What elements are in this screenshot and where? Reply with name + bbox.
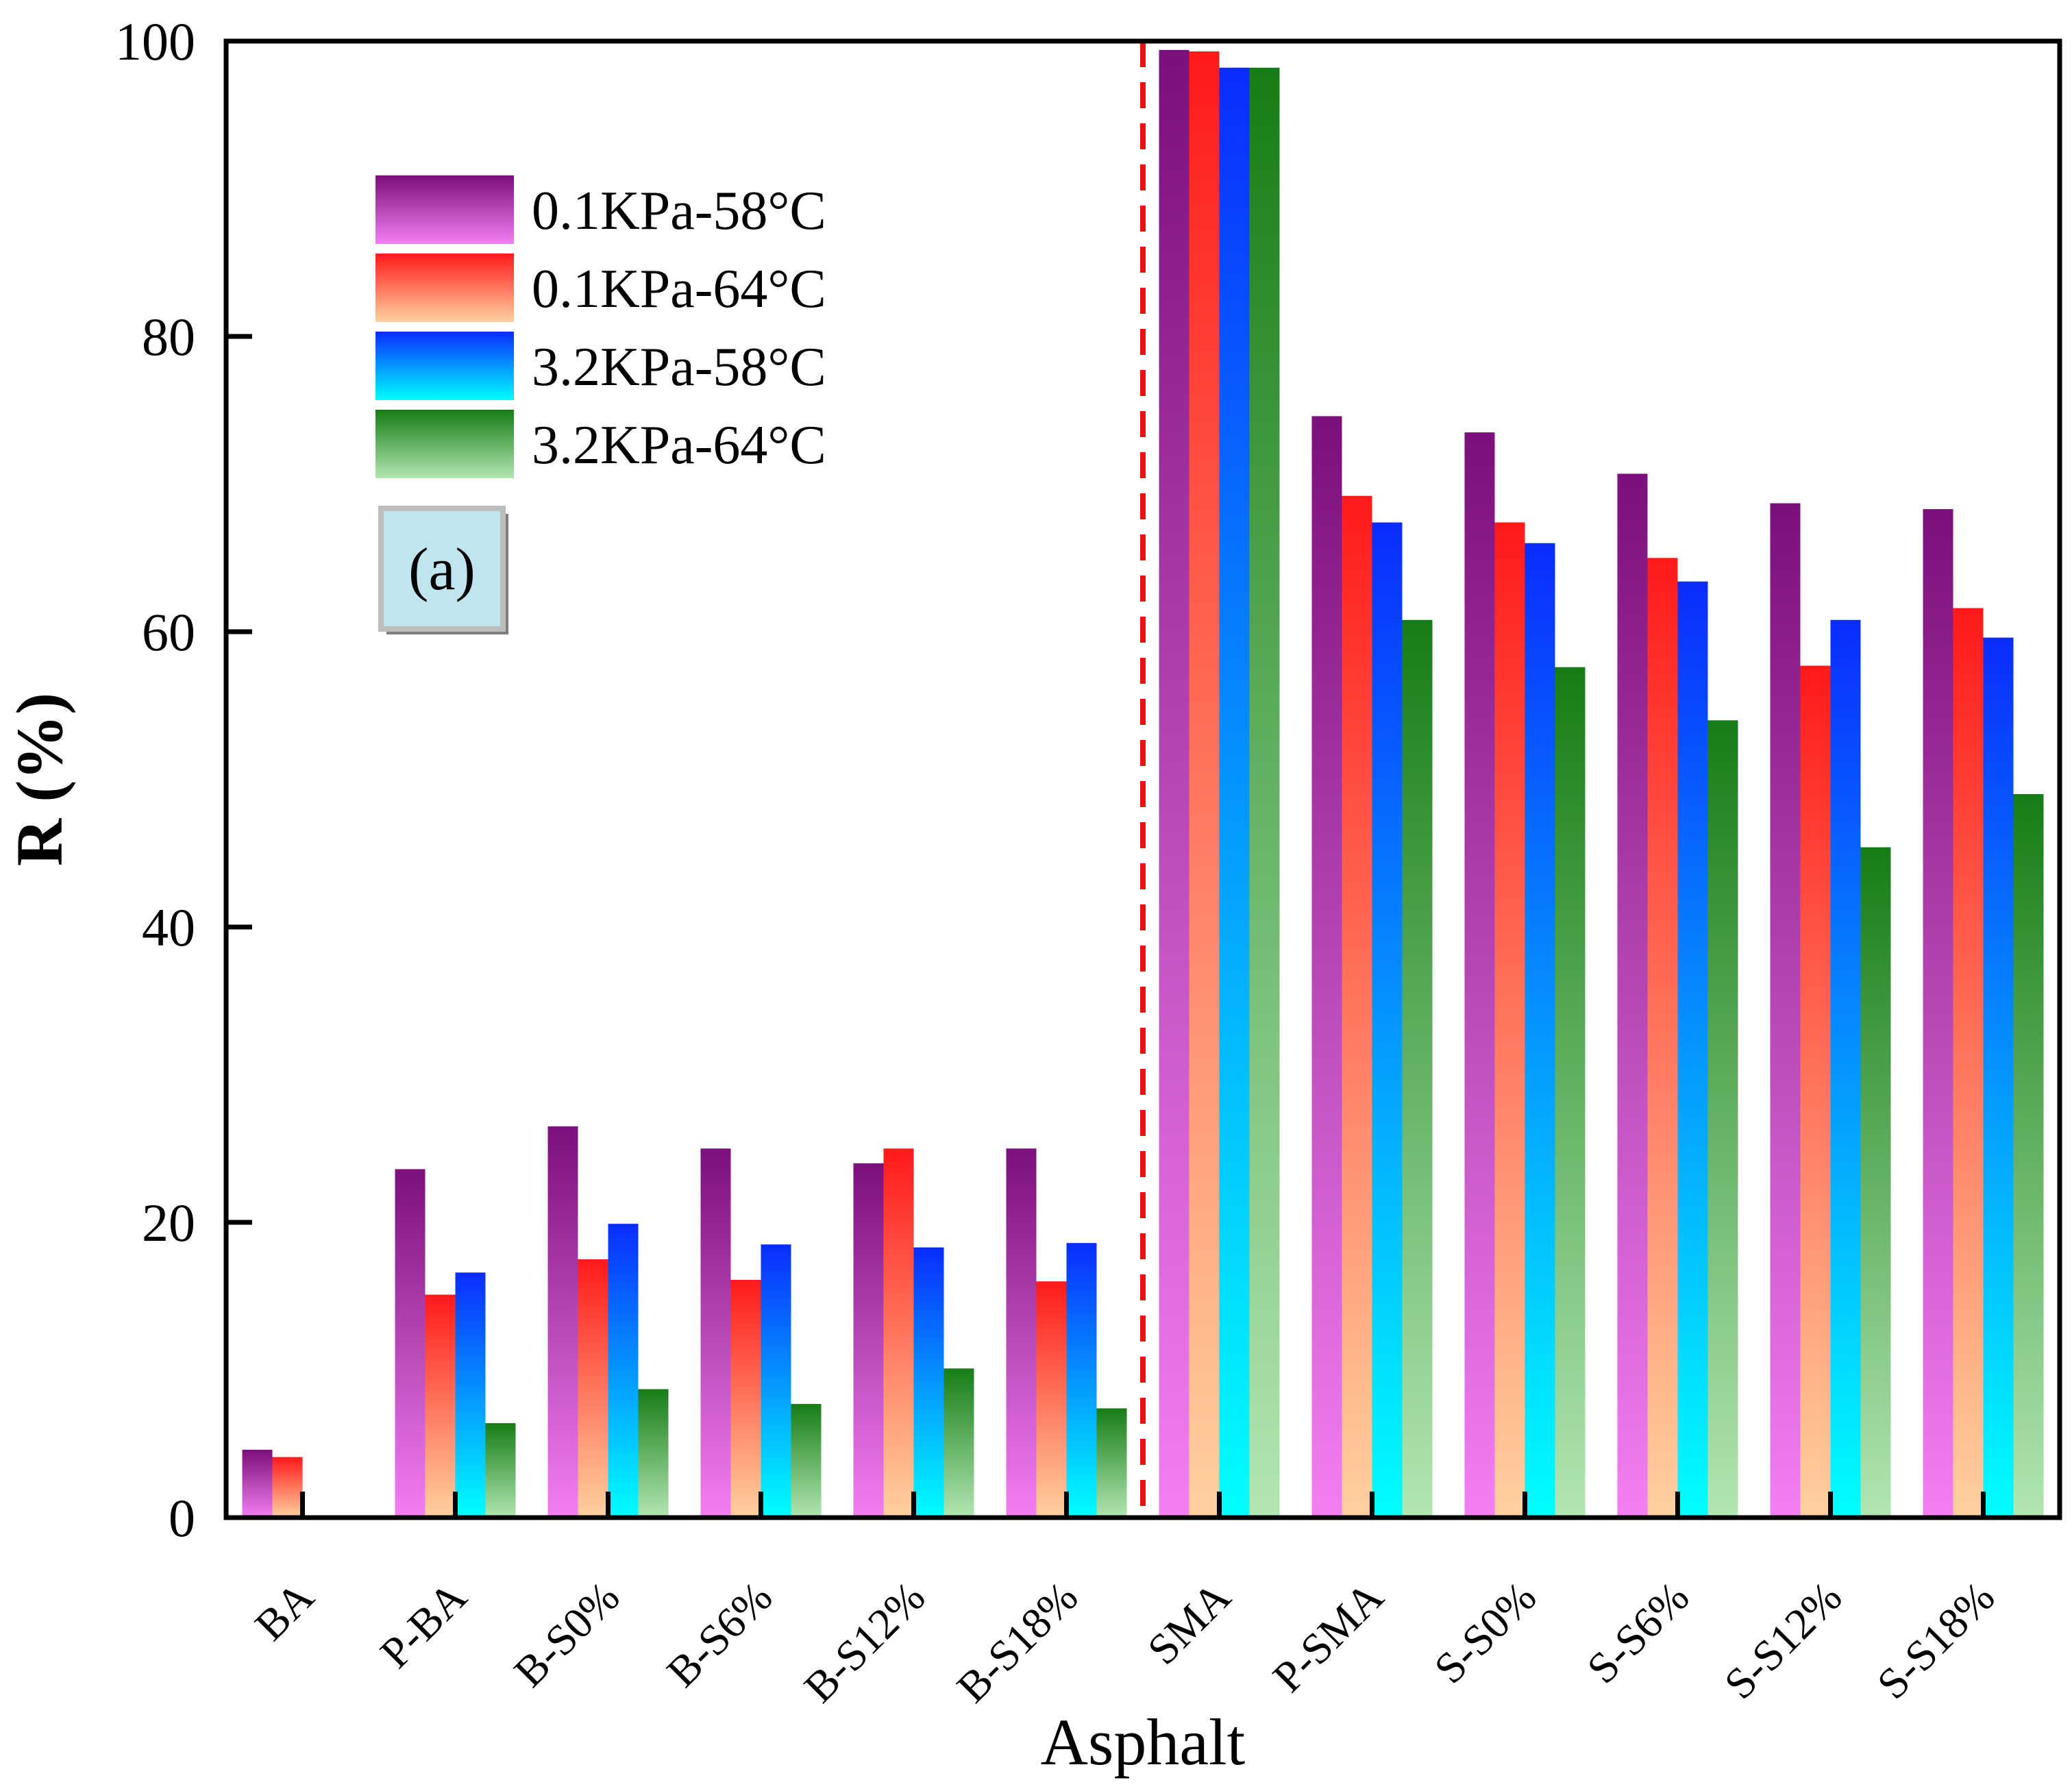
bar-S-S0%-series-4 [1555,667,1586,1518]
bar-BA-series-1 [242,1449,273,1518]
bar-SMA-series-2 [1189,51,1220,1518]
x-category-labels: BA P-BA B-S0% B-S6% B-S12% B-S18% SMA P-SMA S-S0… [245,1572,2003,1712]
bar-SMA-series-4 [1249,67,1280,1518]
bar-SMA-series-1 [1159,49,1189,1518]
legend-label: 3.2KPa-58°C [532,337,826,397]
bar-B-S12%-series-2 [883,1148,914,1518]
bar-B-S18%-series-3 [1066,1243,1097,1518]
bar-B-S12%-series-4 [944,1368,974,1518]
x-tick-label: P-SMA [1263,1572,1393,1702]
x-axis-title: Asphalt [1041,1705,1246,1779]
bar-P-SMA-series-2 [1342,495,1372,1518]
axis-ticks [226,334,1986,1518]
bar-SMA-series-3 [1219,67,1250,1518]
legend-label: 0.1KPa-58°C [532,181,826,241]
legend-label: 3.2KPa-64°C [532,415,826,475]
bar-B-S6%-series-3 [761,1244,791,1518]
legend-swatch [375,410,514,478]
bar-S-S12%-series-3 [1830,619,1861,1518]
y-tick-label: 0 [169,1488,195,1548]
bar-B-S6%-series-2 [730,1280,761,1518]
legend-label: 0.1KPa-64°C [532,259,826,319]
y-tick-label: 20 [142,1193,195,1252]
bar-B-S18%-series-1 [1006,1148,1037,1518]
x-tick-label: BA [245,1572,323,1650]
x-tick-label: S-S18% [1868,1572,2004,1709]
bar-S-S6%-series-4 [1707,720,1738,1518]
legend: 0.1KPa-58°C 0.1KPa-64°C 3.2KPa-58°C 3.2KPa-… [375,175,826,478]
x-tick-label: B-S6% [657,1572,781,1696]
bar-S-S0%-series-2 [1494,522,1525,1518]
bars-layer [242,49,2044,1518]
bar-S-S6%-series-3 [1677,581,1708,1518]
y-tick-label: 80 [142,307,195,367]
bar-S-S18%-series-1 [1923,509,1953,1518]
y-tick-label: 100 [115,12,195,71]
bar-P-BA-series-3 [455,1272,486,1518]
bar-BA-series-2 [272,1457,303,1518]
panel-label: (a) [408,536,476,603]
bar-S-S18%-series-3 [1983,637,2014,1518]
x-tick-label: B-S0% [504,1572,628,1696]
legend-swatch [375,254,514,322]
bar-S-S0%-series-3 [1525,543,1555,1518]
bar-B-S18%-series-4 [1096,1408,1127,1518]
bar-B-S0%-series-2 [578,1259,608,1518]
bar-B-S0%-series-4 [638,1389,669,1518]
bar-B-S12%-series-3 [913,1247,944,1518]
panel-label-background [378,506,506,632]
bar-B-S0%-series-1 [547,1126,578,1518]
legend-swatch [375,175,514,244]
x-tick-label: B-S18% [948,1572,1087,1712]
bar-S-S18%-series-2 [1953,608,1984,1518]
bar-S-S6%-series-1 [1617,473,1648,1518]
bar-P-SMA-series-1 [1311,416,1342,1518]
x-tick-label: S-S12% [1715,1572,1851,1709]
bar-S-S18%-series-4 [2013,794,2044,1518]
bar-P-BA-series-2 [425,1294,456,1518]
x-tick-label: SMA [1138,1572,1240,1674]
bar-P-BA-series-4 [485,1423,516,1518]
plot-frame [223,38,2062,1520]
bar-P-SMA-series-3 [1372,522,1403,1518]
bar-S-S12%-series-2 [1800,665,1831,1518]
x-tick-label: S-S6% [1577,1572,1698,1693]
x-tick-label: B-S12% [795,1572,935,1712]
bar-S-S12%-series-1 [1770,503,1801,1518]
y-tick-label: 40 [142,898,195,957]
bar-B-S0%-series-3 [608,1224,639,1518]
bar-S-S6%-series-2 [1647,558,1678,1518]
y-axis-title: R (%) [3,693,76,866]
panel-label-box: (a) [378,506,508,634]
bar-S-S12%-series-4 [1860,847,1891,1518]
bar-B-S18%-series-2 [1036,1281,1067,1518]
bar-S-S0%-series-1 [1464,432,1495,1518]
bar-B-S6%-series-1 [700,1148,731,1518]
bar-B-S12%-series-1 [853,1163,884,1518]
x-tick-label: S-S0% [1424,1572,1545,1693]
bar-P-SMA-series-4 [1402,619,1433,1518]
x-tick-label: P-BA [371,1572,476,1677]
bar-P-BA-series-1 [395,1169,426,1518]
y-tick-label: 60 [142,602,195,662]
bar-B-S6%-series-4 [791,1404,822,1518]
legend-swatch [375,332,514,400]
y-tick-labels: 0 20 40 60 80 100 [115,12,195,1548]
